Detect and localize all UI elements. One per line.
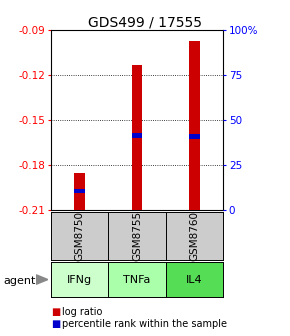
Text: GSM8750: GSM8750 <box>75 211 84 261</box>
Bar <box>74 173 85 210</box>
Polygon shape <box>36 275 48 284</box>
Text: GDS499 / 17555: GDS499 / 17555 <box>88 15 202 29</box>
Text: ■: ■ <box>51 319 60 329</box>
Text: GSM8760: GSM8760 <box>190 211 200 261</box>
Text: IL4: IL4 <box>186 275 203 285</box>
Bar <box>189 134 200 138</box>
Bar <box>132 133 142 138</box>
Text: GSM8755: GSM8755 <box>132 211 142 261</box>
Text: percentile rank within the sample: percentile rank within the sample <box>62 319 227 329</box>
Bar <box>132 65 142 210</box>
Text: agent: agent <box>3 276 35 286</box>
Text: IFNg: IFNg <box>67 275 92 285</box>
Bar <box>74 189 85 194</box>
Text: TNFa: TNFa <box>123 275 151 285</box>
Bar <box>189 41 200 210</box>
Text: ■: ■ <box>51 307 60 317</box>
Text: log ratio: log ratio <box>62 307 103 317</box>
